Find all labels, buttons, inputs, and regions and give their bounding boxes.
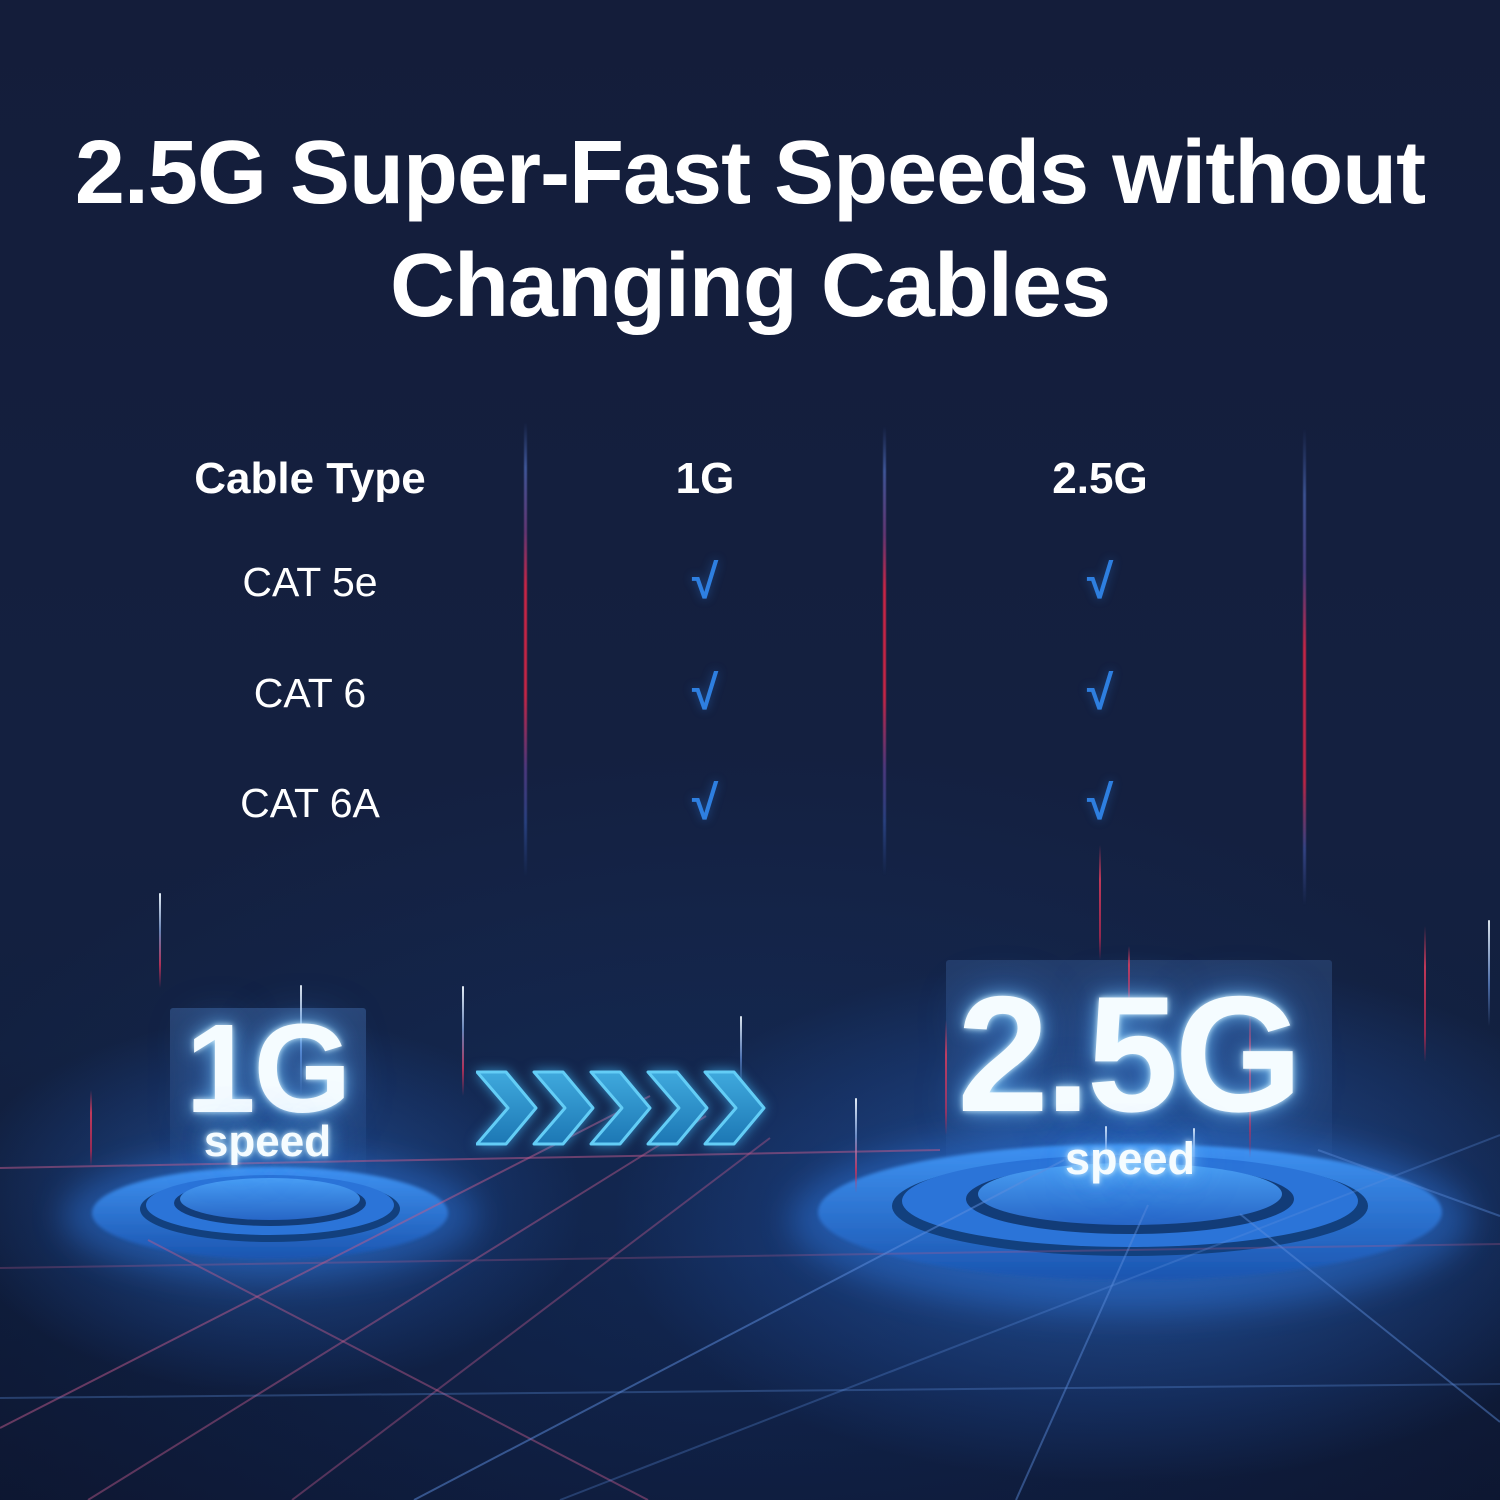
light-streak: [1424, 926, 1426, 1062]
header-1g: 1G: [675, 454, 735, 503]
checkmark-icon: √: [1086, 776, 1114, 830]
speed-value-2-5g: 2.5G: [957, 962, 1303, 1146]
podium-discs: [62, 1128, 1470, 1312]
header-2-5g: 2.5G: [1052, 454, 1148, 503]
cell-cable-type: CAT 6A: [240, 779, 380, 826]
light-streak: [462, 986, 464, 1096]
chevron-right-icon: [703, 1070, 766, 1146]
speed-value-1g: 1G: [185, 998, 351, 1139]
table-row: CAT 5e √ √: [150, 554, 1260, 610]
page-title: 2.5G Super-Fast Speeds without Changing …: [0, 117, 1500, 343]
light-streak: [159, 893, 161, 988]
light-streak: [1128, 946, 1130, 1008]
column-divider-light-streak: [1303, 428, 1306, 906]
light-streak: [1099, 845, 1101, 960]
chevron-right-icon: [589, 1070, 652, 1146]
title-line-2: Changing Cables: [389, 236, 1111, 336]
column-divider-light-streak: [883, 426, 886, 876]
checkmark-icon: √: [691, 555, 719, 609]
chevrons-right-icon: [476, 1070, 766, 1146]
speed-label-1g: speed: [203, 1117, 332, 1166]
chevron-right-icon: [476, 1070, 538, 1146]
light-streak: [1193, 1128, 1195, 1164]
speed-label-2-5g: speed: [1064, 1133, 1196, 1184]
table-header-row: Cable Type 1G 2.5G: [150, 451, 1260, 507]
cell-cable-type: CAT 6: [253, 669, 367, 716]
podium-2-5g: [790, 1128, 1470, 1312]
header-cable-type: Cable Type: [194, 454, 426, 503]
chevron-right-icon: [646, 1070, 709, 1146]
checkmark-icon: √: [691, 666, 719, 720]
column-divider-light-streak: [524, 422, 527, 877]
light-streak: [1488, 920, 1490, 1026]
light-streak: [740, 1016, 742, 1086]
checkmark-icon: √: [1086, 666, 1114, 720]
table-row: CAT 6A √ √: [150, 775, 1260, 831]
cell-cable-type: CAT 5e: [242, 558, 378, 605]
checkmark-icon: √: [691, 776, 719, 830]
light-streak: [300, 985, 302, 1095]
table-row: CAT 6 √ √: [150, 665, 1260, 721]
light-streak: [945, 1020, 947, 1135]
podium-1g: [62, 1154, 478, 1278]
floor-grid-pink-lines: [0, 1095, 1500, 1500]
hologram-panel-1g: [170, 1008, 366, 1183]
light-streak: [855, 1098, 857, 1193]
checkmark-icon: √: [1086, 555, 1114, 609]
light-streak: [1249, 1006, 1251, 1158]
light-streak: [90, 1090, 92, 1166]
title-line-1: 2.5G Super-Fast Speeds without: [74, 123, 1426, 223]
floor-grid-blue-lines: [0, 1134, 1500, 1500]
chevron-right-icon: [532, 1070, 595, 1146]
light-streak: [1105, 1126, 1107, 1172]
